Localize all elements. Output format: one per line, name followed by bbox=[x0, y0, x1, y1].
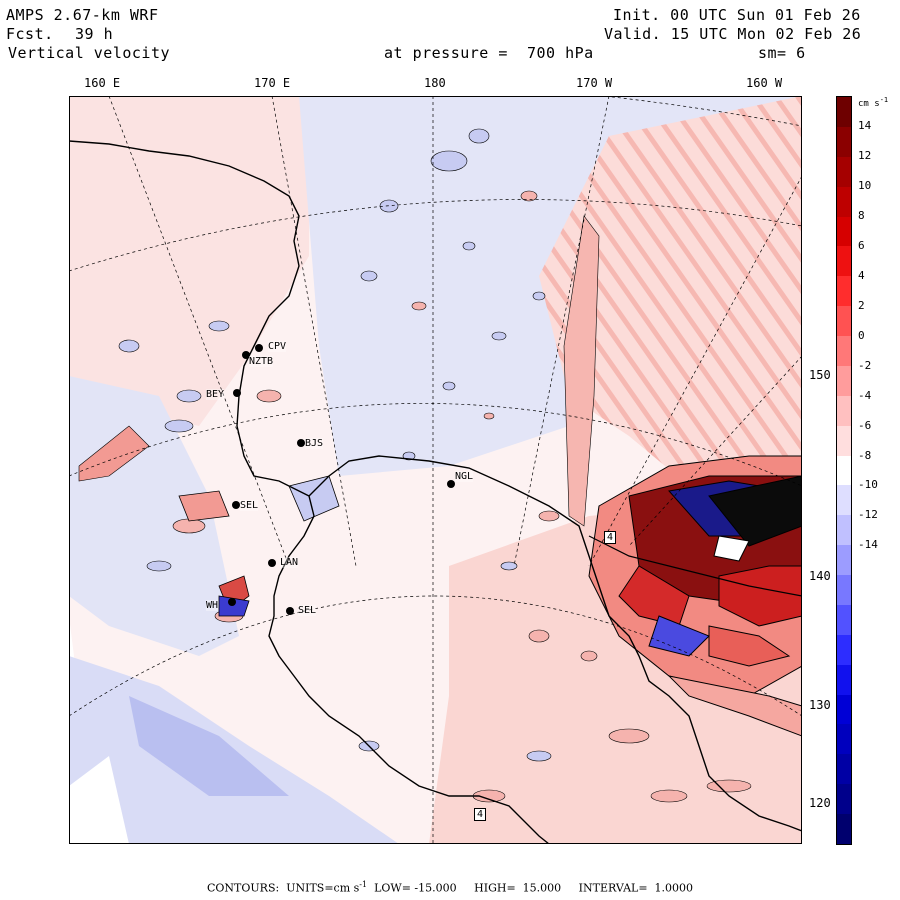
model-title: AMPS 2.67-km WRF bbox=[6, 6, 159, 24]
lon-label-160e: 160 E bbox=[84, 76, 121, 90]
colorbar-tick-label: -14 bbox=[858, 538, 878, 552]
colorbar-unit: cm s-1 bbox=[858, 96, 889, 109]
streak-region-east bbox=[539, 96, 802, 486]
colorbar-segment bbox=[837, 126, 851, 157]
contour-footer: CONTOURS: UNITS=cm s-1 LOW= -15.000 HIGH… bbox=[206, 880, 694, 895]
map-box-label-a: 4 bbox=[604, 531, 617, 544]
colorbar-segment bbox=[837, 814, 851, 844]
colorbar-tick-label: -10 bbox=[858, 478, 878, 492]
colorbar-tick-label: 4 bbox=[858, 268, 865, 282]
map-box-label-b: 4 bbox=[474, 808, 487, 821]
coastline-west bbox=[69, 140, 550, 844]
colorbar-segment bbox=[837, 485, 851, 516]
colorbar-tick-label: -8 bbox=[858, 448, 872, 462]
colorbar-tick-label: 0 bbox=[858, 328, 865, 342]
lon-label-170w: 170 W bbox=[576, 76, 613, 90]
station-wh-label: WH bbox=[206, 600, 219, 611]
colorbar-tick-label: 14 bbox=[858, 118, 872, 132]
red-column bbox=[563, 215, 600, 527]
colorbar-segment bbox=[837, 306, 851, 336]
colorbar-segment bbox=[837, 784, 851, 814]
colorbar-tick-label: 2 bbox=[858, 298, 865, 312]
station-sel-label-a: SEL bbox=[240, 500, 259, 511]
station-features bbox=[178, 475, 340, 617]
colorbar-segment bbox=[837, 276, 851, 307]
red-band-northwest bbox=[78, 425, 150, 482]
colorbar-segment bbox=[837, 186, 851, 217]
colorbar bbox=[836, 96, 852, 845]
speckles bbox=[118, 128, 752, 803]
colorbar-tick-label: 10 bbox=[858, 178, 872, 192]
colorbar-tick-label: 8 bbox=[858, 208, 865, 222]
station-bey-label: BEY bbox=[206, 389, 225, 400]
colorbar-segment bbox=[837, 545, 851, 575]
forecast-hours: 39 h bbox=[75, 25, 114, 43]
colorbar-segment bbox=[837, 575, 851, 605]
colorbar-segment bbox=[837, 634, 851, 665]
colorbar-segment bbox=[837, 455, 851, 486]
colorbar-segment bbox=[837, 754, 851, 785]
station-cpv-label: CPV bbox=[268, 341, 287, 352]
colorbar-segment bbox=[837, 724, 851, 755]
valid-time: Valid. 15 UTC Mon 02 Feb 26 bbox=[604, 25, 862, 43]
colorbar-segment bbox=[837, 336, 851, 366]
colorbar-tick-label: -4 bbox=[858, 388, 872, 402]
colorbar-tick-label: -2 bbox=[858, 358, 872, 372]
station-ngl-label: NGL bbox=[455, 471, 474, 482]
colorbar-tick-label: 12 bbox=[858, 148, 872, 162]
map bbox=[69, 96, 802, 844]
graticule bbox=[69, 96, 802, 844]
smoothing: sm= 6 bbox=[758, 44, 806, 62]
colorbar-tick-label: -12 bbox=[858, 508, 878, 522]
station-sel-label-b: SEL bbox=[298, 605, 317, 616]
colorbar-segment bbox=[837, 425, 851, 456]
colorbar-segment bbox=[837, 664, 851, 695]
colorbar-segment bbox=[837, 97, 851, 127]
lon-label-170e: 170 E bbox=[254, 76, 291, 90]
lon-label-160w: 160 W bbox=[746, 76, 783, 90]
station-nztb-label: NZTB bbox=[249, 356, 274, 367]
lon-label-180: 180 bbox=[424, 76, 446, 90]
colorbar-segment bbox=[837, 395, 851, 426]
colorbar-segment bbox=[837, 216, 851, 247]
ice-shelf-front bbox=[588, 535, 802, 597]
station-markers bbox=[228, 344, 455, 615]
colorbar-segment bbox=[837, 246, 851, 277]
pressure-level: at pressure = 700 hPa bbox=[384, 44, 594, 62]
station-lan-label: LAN bbox=[280, 557, 299, 568]
colorbar-tick-label: 6 bbox=[858, 238, 865, 252]
storm-core bbox=[588, 455, 802, 737]
colorbar-segment bbox=[837, 604, 851, 635]
field-name: Vertical velocity bbox=[8, 44, 171, 62]
colorbar-segment bbox=[837, 365, 851, 396]
init-time: Init. 00 UTC Sun 01 Feb 26 bbox=[613, 6, 861, 24]
station-bjs-label: BJS bbox=[305, 438, 324, 449]
colorbar-tick-label: -6 bbox=[858, 418, 872, 432]
colorbar-segment bbox=[837, 694, 851, 725]
southwest-blue-band bbox=[129, 696, 289, 796]
forecast-label: Fcst. bbox=[6, 25, 54, 43]
colorbar-segment bbox=[837, 515, 851, 546]
southwest-white-2 bbox=[69, 756, 129, 844]
colorbar-segment bbox=[837, 156, 851, 187]
coastline-east bbox=[308, 455, 802, 832]
